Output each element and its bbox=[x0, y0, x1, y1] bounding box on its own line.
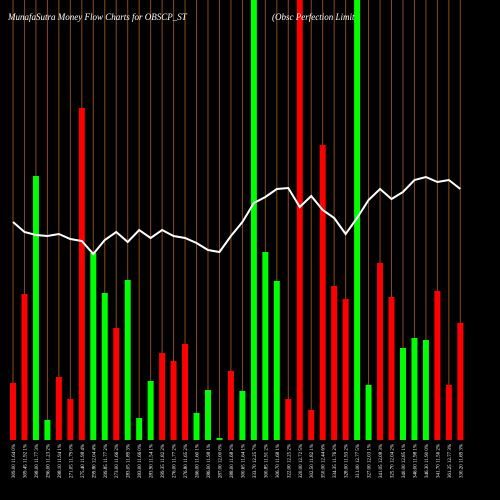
plot: 309.00 11.64 0% 309.45 11.92 1% 298.00 11.… bbox=[10, 0, 464, 478]
bar bbox=[250, 0, 257, 440]
bar bbox=[388, 297, 395, 440]
bar bbox=[124, 280, 131, 440]
bar bbox=[239, 391, 246, 440]
x-tick-label: 320.00 12.72 5% bbox=[299, 444, 304, 478]
bar bbox=[319, 145, 326, 440]
x-tick-label: 299.85 11.77 2% bbox=[104, 444, 109, 478]
x-tick-label: 322.00 12.25 2% bbox=[287, 444, 292, 478]
bar bbox=[399, 348, 406, 440]
chart-title: MunafaSutra Money Flow Charts for OBSCP_… bbox=[7, 12, 188, 22]
bar bbox=[308, 410, 315, 440]
x-tick-label: 306.70 11.68 1% bbox=[276, 444, 281, 478]
x-tick-label: 287.00 12.00 0% bbox=[218, 444, 223, 478]
bar bbox=[434, 291, 441, 440]
bar bbox=[262, 252, 269, 440]
bar bbox=[227, 371, 234, 440]
bar bbox=[55, 377, 62, 440]
x-tick-label: 361.25 12.77 3% bbox=[448, 444, 453, 478]
bar bbox=[296, 0, 303, 440]
bar bbox=[285, 399, 292, 440]
bar bbox=[422, 340, 429, 440]
x-tick-label: 309.00 11.64 0% bbox=[12, 444, 17, 478]
x-tick-label: 340.00 12.85 1% bbox=[402, 444, 407, 478]
bar bbox=[170, 361, 177, 440]
bar bbox=[90, 253, 97, 440]
bar bbox=[147, 381, 154, 440]
bar bbox=[365, 385, 372, 440]
x-tick-label: 327.00 12.03 1% bbox=[368, 444, 373, 478]
money-flow-line bbox=[12, 175, 461, 256]
bar bbox=[113, 328, 120, 440]
x-tick-label: 346.00 11.98 1% bbox=[413, 444, 418, 478]
x-tick-label: 341.05 12.08 3% bbox=[379, 444, 384, 478]
bar bbox=[159, 353, 166, 440]
bar bbox=[204, 390, 211, 440]
bar bbox=[411, 338, 418, 440]
x-tick-label: 311.00 12.77 5% bbox=[356, 444, 361, 478]
bar bbox=[342, 299, 349, 440]
x-tick-label: 334.35 11.76 2% bbox=[333, 444, 338, 478]
x-tick-label: 325.70 12.04 2% bbox=[391, 444, 396, 478]
x-tick-label: 346.30 11.90 0% bbox=[425, 444, 430, 478]
x-tick-label: 341.70 11.56 2% bbox=[436, 444, 441, 478]
x-tick-label: 298.00 11.77 3% bbox=[35, 444, 40, 478]
chart-subtitle: (Obsc Perfection Limit bbox=[272, 12, 355, 22]
x-tick-label: 296.00 11.23 2% bbox=[46, 444, 51, 478]
x-tick-label: 266.00 11.60 1% bbox=[196, 444, 201, 478]
bar bbox=[10, 383, 16, 440]
x-tick-label: 298.10 11.94 1% bbox=[58, 444, 63, 478]
x-tick-label: 302.50 11.82 1% bbox=[310, 444, 315, 478]
bar bbox=[377, 263, 384, 440]
bar bbox=[193, 413, 200, 440]
x-tick-label: 333.70 12.25 7% bbox=[253, 444, 258, 478]
bar bbox=[78, 108, 85, 440]
x-tick-label: 299.35 11.82 2% bbox=[161, 444, 166, 478]
bar bbox=[182, 344, 189, 440]
x-tick-label: 300.65 11.64 1% bbox=[241, 444, 246, 478]
x-tick-label: 300.85 11.91 2% bbox=[264, 444, 269, 478]
bar bbox=[273, 281, 280, 440]
x-tick-label: 283.00 11.66 0% bbox=[138, 444, 143, 478]
x-tick-label: 273.00 11.66 2% bbox=[115, 444, 120, 478]
bar bbox=[445, 385, 452, 440]
x-tick-label: 328.00 11.93 2% bbox=[345, 444, 350, 478]
x-tick-label: 288.00 11.68 2% bbox=[230, 444, 235, 478]
x-tick-label: 286.00 11.98 1% bbox=[207, 444, 212, 478]
bar bbox=[457, 323, 464, 440]
x-tick-label: 275.40 11.98 4% bbox=[81, 444, 86, 478]
bar bbox=[354, 0, 361, 440]
bar bbox=[67, 399, 74, 440]
x-tick-label: 299.80 12.04 4% bbox=[92, 444, 97, 478]
x-tick-label: 283.90 11.54 1% bbox=[150, 444, 155, 478]
x-tick-label: 276.80 11.65 2% bbox=[184, 444, 189, 478]
bar bbox=[44, 420, 51, 440]
x-tick-label: 309.45 11.92 1% bbox=[23, 444, 28, 478]
x-tick-label: 283.05 11.89 3% bbox=[127, 444, 132, 478]
bar bbox=[331, 286, 338, 440]
bar bbox=[21, 294, 28, 440]
bar bbox=[101, 293, 108, 440]
x-tick-label: 276.00 11.77 2% bbox=[173, 444, 178, 478]
bar bbox=[216, 438, 223, 440]
x-tick-label: 350.00 12.44 6% bbox=[322, 444, 327, 478]
x-tick-label: 330.20 11.69 3% bbox=[459, 444, 464, 478]
bar bbox=[32, 176, 39, 440]
bar bbox=[136, 418, 143, 440]
x-tick-label: 271.05 11.79 0% bbox=[69, 444, 74, 478]
